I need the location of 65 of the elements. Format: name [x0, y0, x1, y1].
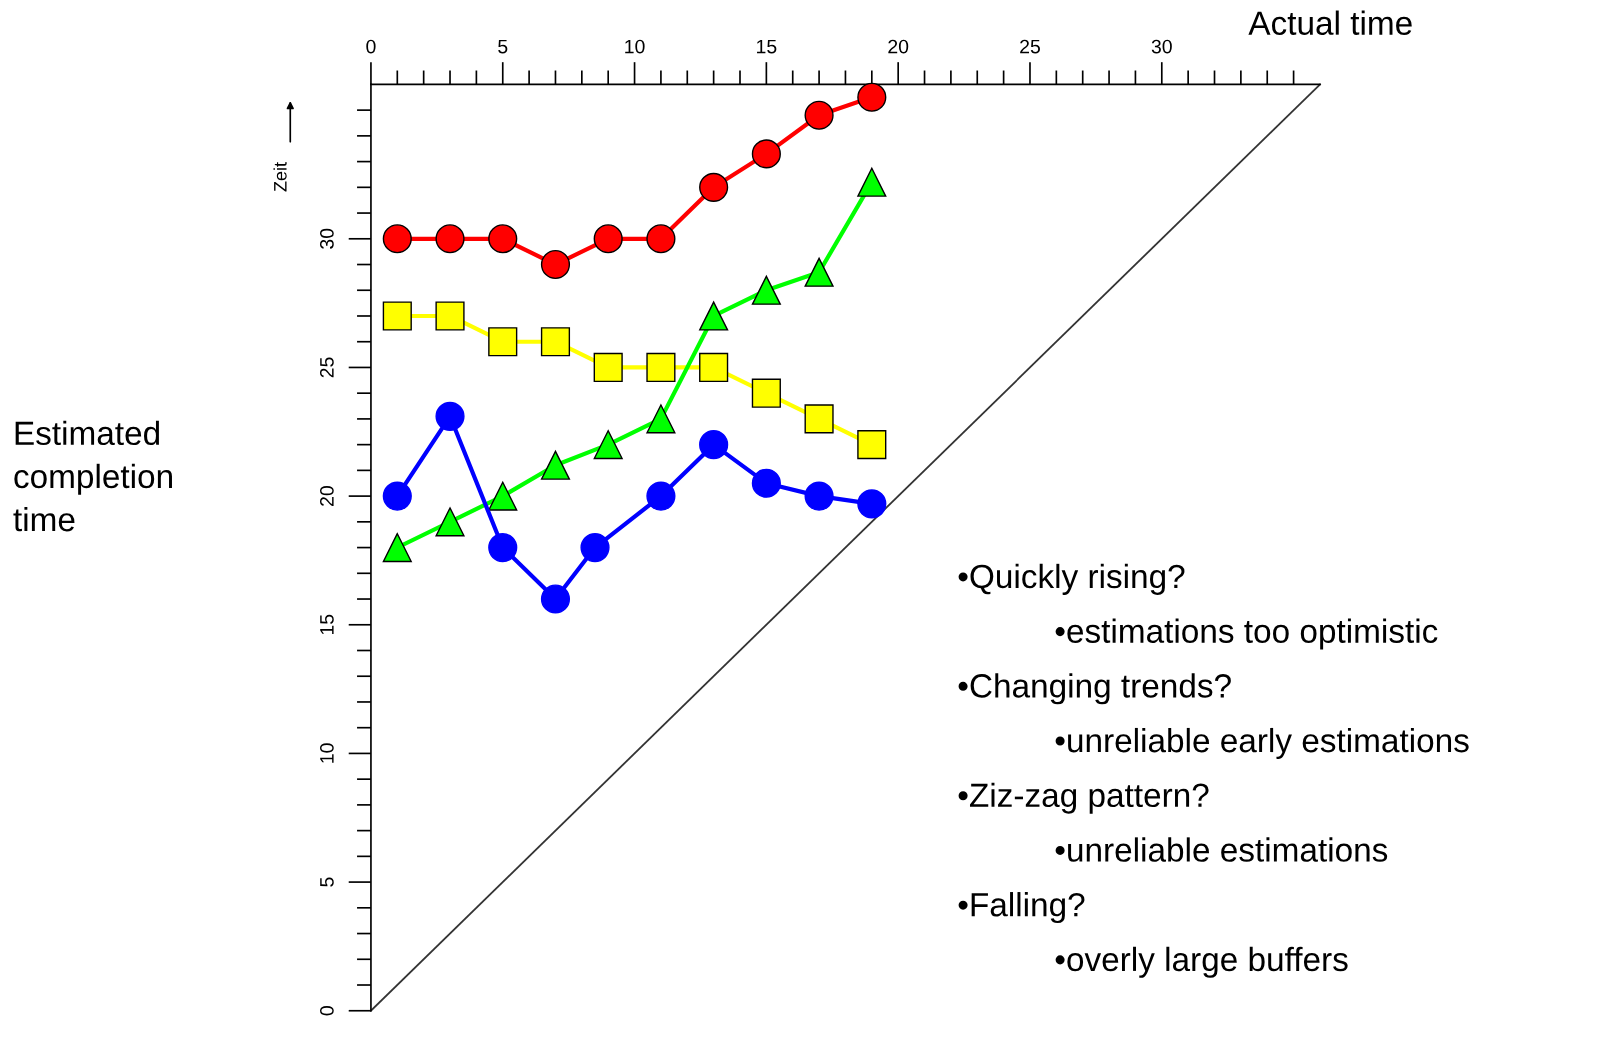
point [751, 378, 781, 408]
annotation: •Falling? [958, 892, 1085, 924]
point [435, 301, 465, 331]
y-tick-label: 20 [319, 486, 334, 506]
y-tick-label: 30 [319, 228, 334, 249]
annotation: •unreliable estimations [1055, 837, 1388, 862]
point [488, 327, 518, 357]
point [540, 584, 571, 614]
y-tick-label: 15 [320, 614, 334, 635]
y-axis-title: Zeit [273, 162, 287, 192]
y-tick-label: 0 [319, 1006, 334, 1016]
point [646, 352, 676, 383]
point [382, 301, 412, 331]
point [540, 249, 571, 280]
x-tick-label: 0 [366, 39, 376, 54]
point [540, 450, 571, 480]
point [488, 224, 518, 254]
annotation: •Quickly rising? [958, 563, 1185, 595]
x-tick-label: 5 [498, 39, 508, 54]
point [435, 224, 465, 254]
point [699, 430, 729, 460]
point [804, 481, 834, 511]
point [857, 167, 887, 197]
point [382, 224, 412, 254]
point [540, 327, 571, 357]
point [804, 100, 834, 130]
point [488, 481, 518, 511]
point [699, 301, 729, 331]
point [857, 82, 887, 112]
point [435, 507, 465, 537]
point [593, 224, 623, 254]
point [751, 275, 781, 305]
y-tick-label: 5 [320, 877, 334, 887]
x-tick-label: 15 [757, 39, 777, 54]
text: Estimated completion time [13, 420, 172, 532]
point [646, 224, 676, 254]
point [435, 401, 465, 431]
point [488, 532, 518, 563]
point [593, 352, 623, 383]
x-tick-label: 30 [1151, 39, 1172, 54]
y-tick-label: 10 [319, 743, 334, 763]
point [857, 489, 887, 519]
annotation: •overly large buffers [1055, 946, 1348, 978]
point [699, 172, 729, 202]
point [804, 257, 834, 287]
point [593, 430, 623, 460]
y-tick-label: 25 [319, 357, 334, 378]
point [382, 481, 412, 511]
annotation: •Ziz-zag pattern? [958, 782, 1209, 814]
text: Actual time [1248, 10, 1412, 35]
point [804, 404, 834, 434]
point [646, 481, 676, 511]
point [699, 352, 729, 383]
x-tick-label: 25 [1020, 39, 1040, 54]
point [382, 532, 412, 563]
annotation: •estimations too optimistic [1055, 618, 1438, 650]
x-tick-label: 10 [625, 39, 645, 54]
point [857, 430, 887, 460]
annotation: •Changing trends? [958, 673, 1231, 705]
point [751, 139, 781, 169]
x-tick-label: 20 [888, 39, 909, 54]
point [580, 532, 610, 563]
annotation: •unreliable early estimations [1055, 727, 1469, 759]
point [751, 468, 781, 498]
point [646, 404, 676, 434]
